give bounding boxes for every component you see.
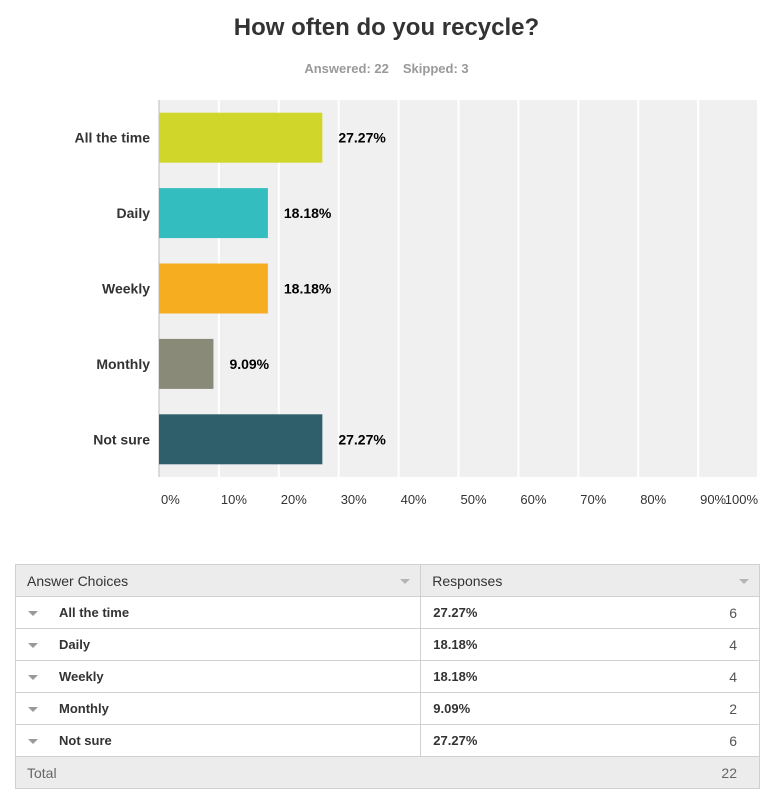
bar[interactable] <box>159 263 268 314</box>
choice-label: Monthly <box>59 701 109 717</box>
expand-caret-icon[interactable] <box>28 738 38 744</box>
x-tick-label: 0% <box>161 492 180 507</box>
bar-value-label: 9.09% <box>229 356 269 372</box>
percent-cell: 18.18% <box>420 628 621 661</box>
bar[interactable] <box>159 338 214 389</box>
bar[interactable] <box>159 188 268 239</box>
percent-cell: 9.09% <box>420 692 621 725</box>
count-cell: 6 <box>620 596 761 629</box>
count-cell: 2 <box>620 692 761 725</box>
bar[interactable] <box>159 414 323 465</box>
x-tick-label: 20% <box>281 492 307 507</box>
x-tick-label: 50% <box>461 492 487 507</box>
response-summary: Answered: 22 Skipped: 3 <box>0 61 773 76</box>
bar[interactable] <box>159 112 323 163</box>
table-row: Weekly 18.18% 4 <box>14 660 761 693</box>
choice-cell: All the time <box>14 596 422 629</box>
table-row: All the time 27.27% 6 <box>14 596 761 629</box>
chart-title: How often do you recycle? <box>233 14 540 41</box>
count-cell: 6 <box>620 724 761 757</box>
choice-cell: Daily <box>14 628 422 661</box>
expand-caret-icon[interactable] <box>28 706 38 712</box>
x-tick-label: 90% <box>700 492 726 507</box>
expand-caret-icon[interactable] <box>28 610 38 616</box>
answer-choices-header[interactable]: Answer Choices <box>14 564 422 597</box>
choice-label: Daily <box>59 637 91 653</box>
count-cell: 4 <box>620 628 761 661</box>
table-row: Not sure 27.27% 6 <box>14 724 761 757</box>
count-cell: 4 <box>620 660 761 693</box>
percent-cell: 18.18% <box>420 660 621 693</box>
percent-cell: 27.27% <box>420 724 621 757</box>
category-label: Not sure <box>93 431 150 447</box>
sort-arrow-icon[interactable] <box>739 579 749 584</box>
choice-label: Not sure <box>59 733 112 749</box>
x-tick-label: 10% <box>221 492 247 507</box>
total-label: Total <box>15 756 621 789</box>
responses-header-label: Responses <box>432 572 503 589</box>
x-tick-label: 80% <box>640 492 666 507</box>
bar-value-label: 18.18% <box>284 281 332 297</box>
answer-choices-header-label: Answer Choices <box>27 572 129 589</box>
expand-caret-icon[interactable] <box>28 674 38 680</box>
choice-label: Weekly <box>59 669 104 685</box>
percent-cell: 27.27% <box>420 596 621 629</box>
choice-cell: Weekly <box>14 660 422 693</box>
total-count: 22 <box>620 756 761 789</box>
bar-chart: 27.27% 18.18% 18.18% 9.09% 27.27% All the ti… <box>75 100 759 507</box>
sort-arrow-icon[interactable] <box>400 579 411 584</box>
responses-header[interactable]: Responses <box>420 564 760 597</box>
bar-value-label: 27.27% <box>338 431 386 447</box>
x-tick-label: 40% <box>401 492 427 507</box>
category-label: Weekly <box>102 281 150 297</box>
category-label: Daily <box>117 205 151 221</box>
table-row: Daily 18.18% 4 <box>14 628 761 661</box>
table-header-row: Answer Choices Responses <box>14 564 760 597</box>
results-table: Answer Choices Responses All the time 27… <box>14 564 761 789</box>
choice-cell: Not sure <box>14 724 422 757</box>
table-row: Monthly 9.09% 2 <box>14 692 761 725</box>
expand-caret-icon[interactable] <box>28 642 38 648</box>
category-label: All the time <box>75 130 151 146</box>
choice-cell: Monthly <box>14 692 422 725</box>
answered-count: Answered: 22 <box>304 61 389 76</box>
category-label: Monthly <box>96 356 150 372</box>
choice-label: All the time <box>59 605 130 621</box>
bar-value-label: 18.18% <box>284 205 332 221</box>
skipped-count: Skipped: 3 <box>402 61 469 76</box>
x-tick-label: 60% <box>520 492 546 507</box>
x-tick-label: 100% <box>725 492 759 507</box>
total-row: Total 22 <box>15 756 761 789</box>
bar-value-label: 27.27% <box>338 130 386 146</box>
x-tick-label: 70% <box>580 492 606 507</box>
x-tick-label: 30% <box>341 492 367 507</box>
